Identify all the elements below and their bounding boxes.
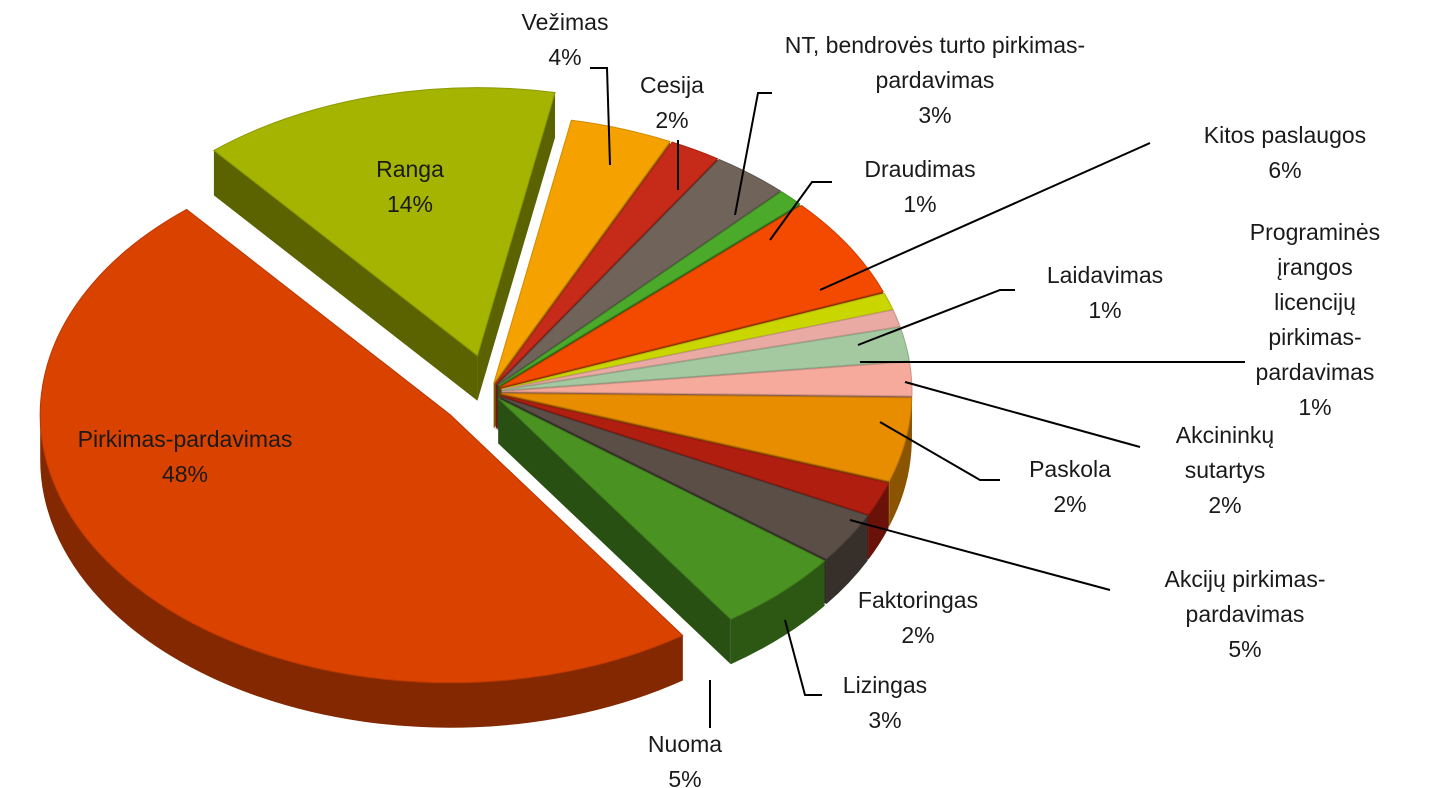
value-label: 2% — [901, 622, 935, 648]
category-name: Akcininkų sutartys — [1175, 422, 1275, 483]
slice-label: Faktoringas 2% — [818, 583, 1018, 653]
slice-label: Akcijų pirkimas-pardavimas 5% — [1125, 562, 1365, 667]
value-label: 5% — [668, 766, 702, 788]
category-name: Pirkimas-pardavimas — [77, 426, 293, 452]
slice-side — [889, 397, 912, 527]
category-name: NT, bendrovės turto pirkimas-pardavimas — [784, 32, 1086, 93]
slice-label: Ranga 14% — [310, 152, 510, 222]
leader-line — [784, 619, 822, 696]
category-name: Kitos paslaugos — [1203, 122, 1367, 148]
slice-top — [501, 326, 910, 391]
slice-label: Vežimas 4% — [465, 5, 665, 75]
slice-top — [495, 141, 719, 385]
slice-top — [501, 393, 913, 482]
slice-label: Programinės įrangos licencijų pirkimas-p… — [1240, 215, 1390, 425]
slice — [497, 398, 826, 665]
leader-line — [590, 67, 611, 166]
slice-top — [499, 396, 869, 560]
slice-side — [40, 414, 683, 728]
category-name: Faktoringas — [857, 587, 979, 613]
category-name: Paskola — [1029, 456, 1111, 482]
slice-label: Kitos paslaugos 6% — [1175, 118, 1395, 188]
slice-label: Laidavimas 1% — [1005, 258, 1205, 328]
value-label: 6% — [1268, 157, 1302, 183]
category-name: Lizingas — [842, 672, 928, 698]
slice-top — [497, 158, 782, 386]
slice-label: Akcininkų sutartys 2% — [1150, 418, 1300, 523]
leader-lines — [590, 67, 1245, 728]
category-name: Ranga — [376, 156, 444, 182]
value-label: 48% — [161, 461, 209, 487]
slice-label: Pirkimas-pardavimas 48% — [25, 422, 345, 492]
slice-top — [501, 292, 894, 390]
slice-cut-face — [498, 398, 731, 665]
category-name: Akcijų pirkimas-pardavimas — [1164, 566, 1326, 627]
slice-label: Draudimas 1% — [820, 152, 1020, 222]
slice-top — [212, 87, 556, 357]
value-label: 14% — [386, 191, 434, 217]
value-label: 1% — [903, 191, 937, 217]
category-name: Programinės įrangos licencijų pirkimas-p… — [1249, 219, 1381, 385]
slice-top — [499, 204, 884, 388]
value-label: 3% — [868, 707, 902, 733]
value-label: 2% — [1208, 492, 1242, 518]
leader-line — [769, 181, 832, 241]
slice-label: Paskola 2% — [995, 452, 1145, 522]
leader-line — [879, 421, 1000, 481]
slice-side — [868, 483, 889, 560]
slice-label: NT, bendrovės turto pirkimas-pardavimas 3… — [765, 28, 1105, 133]
slice — [212, 87, 556, 401]
slice-top — [497, 398, 826, 620]
slice-top — [39, 208, 684, 684]
slice-side — [826, 515, 868, 605]
slices — [39, 87, 913, 728]
slice-side — [730, 560, 825, 665]
slice — [39, 208, 684, 728]
leader-line — [857, 289, 1015, 346]
slice-label: Cesija 2% — [572, 68, 772, 138]
value-label: 2% — [655, 107, 689, 133]
value-label: 5% — [1228, 636, 1262, 662]
slice-cut-face — [213, 150, 478, 401]
category-name: Draudimas — [864, 156, 976, 182]
category-name: Vežimas — [521, 9, 609, 35]
leader-line — [819, 142, 1151, 291]
slice-label: Nuoma 5% — [585, 727, 785, 788]
slice-top — [498, 191, 801, 387]
slice-top — [493, 119, 671, 384]
leader-line — [904, 381, 1141, 448]
value-label: 2% — [1053, 491, 1087, 517]
value-label: 1% — [1298, 394, 1332, 420]
category-name: Laidavimas — [1046, 262, 1164, 288]
slice-label: Lizingas 3% — [785, 668, 985, 738]
leader-line — [734, 92, 772, 216]
slice-cut-face — [477, 92, 556, 401]
category-name: Cesija — [640, 72, 704, 98]
value-label: 3% — [918, 102, 952, 128]
leader-line — [849, 519, 1111, 591]
slice-top — [500, 394, 890, 516]
value-label: 1% — [1088, 297, 1122, 323]
slice-top — [501, 309, 901, 391]
category-name: Nuoma — [647, 731, 723, 757]
value-label: 4% — [548, 44, 582, 70]
